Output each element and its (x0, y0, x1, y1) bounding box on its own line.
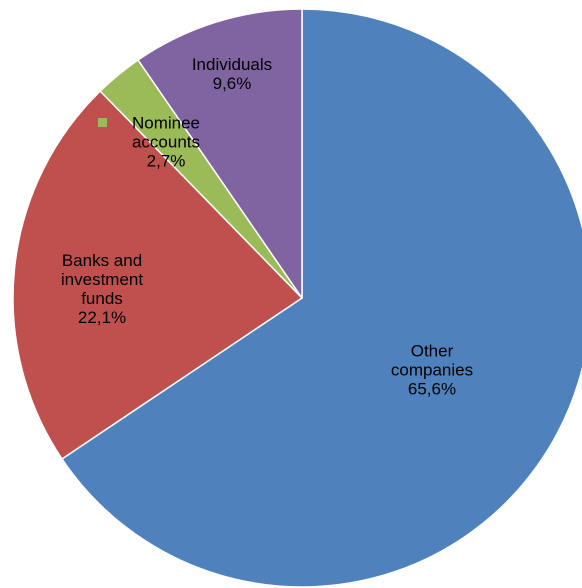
data-label-text: companies (391, 361, 473, 380)
pie-slices (12, 8, 582, 588)
data-label-text: accounts (132, 133, 200, 152)
data-label-value: 2,7% (147, 152, 186, 171)
data-label-text: Individuals (192, 55, 272, 74)
data-label-text: Nominee (132, 114, 200, 133)
data-label-value: 65,6% (408, 380, 456, 399)
pie-slice-individuals (137, 8, 303, 299)
pie-slice-other-companies (61, 8, 582, 588)
data-label-text: Banks and (62, 251, 142, 270)
data-label-value: 22,1% (78, 308, 126, 327)
data-label-text: Other (411, 342, 454, 361)
data-label-text: funds (81, 289, 123, 308)
pie-slice-banks-and-investment-funds (12, 90, 303, 460)
legend-key-marker (98, 118, 107, 127)
data-label-value: 9,6% (213, 74, 252, 93)
data-label-text: investment (61, 270, 143, 289)
